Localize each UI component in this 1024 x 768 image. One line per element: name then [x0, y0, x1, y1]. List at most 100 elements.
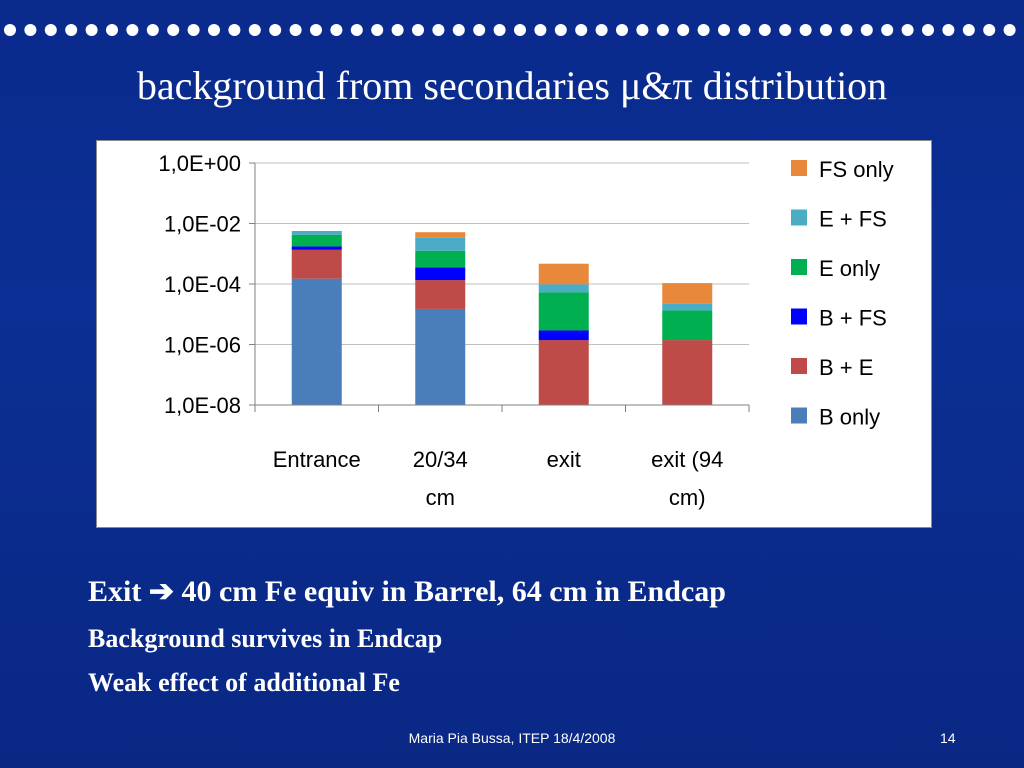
border-dot — [146, 24, 159, 36]
border-dot — [860, 24, 873, 36]
bar-segment-b-e — [662, 340, 713, 405]
border-dot — [738, 24, 751, 36]
legend-swatch — [791, 209, 807, 226]
border-dot — [65, 24, 78, 36]
y-tick-label: 1,0E+00 — [158, 151, 241, 176]
legend-label: E + FS — [819, 207, 887, 232]
bullet-weak-effect: Weak effect of additional Fe — [88, 668, 400, 697]
border-dot — [514, 24, 526, 36]
legend-label: B + FS — [819, 306, 887, 331]
legend-swatch — [791, 160, 807, 176]
legend-swatch — [791, 308, 807, 325]
border-dot — [697, 24, 710, 36]
x-category-label: exit (94 — [651, 447, 723, 472]
bullet-background-survives: Background survives in Endcap — [88, 624, 443, 653]
border-dot — [24, 24, 37, 36]
legend-swatch — [791, 407, 807, 424]
legend-label: B + E — [819, 355, 873, 380]
border-dot — [554, 24, 567, 36]
legend-label: FS only — [819, 157, 894, 182]
border-dot — [942, 24, 955, 36]
border-dot — [656, 24, 669, 36]
border-dot — [1003, 24, 1016, 36]
arrow-right-icon: ➔ — [148, 575, 174, 608]
bar-segment-b-e — [291, 249, 342, 279]
bar-segment-b-e — [538, 340, 589, 405]
border-dot — [350, 24, 363, 36]
border-dot — [269, 24, 282, 36]
bar-segment-b-only — [415, 308, 466, 405]
dot-border — [4, 24, 1016, 36]
border-dot — [677, 24, 690, 36]
legend-swatch — [791, 358, 807, 374]
bar-segment-e-only — [291, 234, 342, 247]
bar-segment-b-fs — [415, 267, 466, 281]
border-dot — [432, 24, 445, 36]
bar-segment-e-fs — [415, 237, 466, 251]
bar-segment-e-fs — [538, 284, 589, 293]
footer-author: Maria Pia Bussa, ITEP 18/4/2008 — [408, 730, 616, 746]
bar-segment-e-fs — [662, 303, 713, 311]
bar-segment-b-fs — [291, 246, 342, 250]
bar-segment-e-only — [538, 292, 589, 331]
border-dot — [820, 24, 832, 36]
border-dot — [85, 24, 98, 36]
border-dot — [901, 24, 914, 36]
legend-label: B only — [819, 405, 880, 430]
legend-label: E only — [819, 256, 880, 281]
border-dot — [779, 24, 792, 36]
border-dot — [840, 24, 853, 36]
x-category-label: cm — [426, 485, 455, 510]
x-category-label: 20/34 — [413, 447, 468, 472]
y-tick-label: 1,0E-02 — [164, 212, 241, 237]
legend-swatch — [791, 259, 807, 275]
y-tick-label: 1,0E-08 — [164, 393, 241, 418]
border-dot — [371, 24, 384, 36]
border-dot — [330, 24, 343, 36]
border-dot — [126, 24, 139, 36]
chart-area: 1,0E-08 1,0E-06 1,0E-04 1,0E-02 1,0E+00 Entra… — [96, 140, 932, 528]
bar-segment-b-only — [291, 278, 342, 405]
bar-segment-fs-only — [662, 283, 713, 304]
bar-segment-e-only — [415, 250, 466, 268]
border-dot — [412, 24, 424, 36]
slide-number: 14 — [940, 730, 956, 746]
bar-segment-b-fs — [538, 330, 589, 341]
border-dot — [167, 24, 180, 36]
border-dot — [983, 24, 996, 36]
border-dot — [636, 24, 649, 36]
border-dot — [758, 24, 771, 36]
border-dot — [962, 24, 975, 36]
slide-title: background from secondaries μ&π distribu… — [136, 63, 888, 108]
border-dot — [922, 24, 934, 36]
border-dot — [391, 24, 404, 36]
border-dot — [493, 24, 506, 36]
stacked-bar-chart: 1,0E-08 1,0E-06 1,0E-04 1,0E-02 1,0E+00 Entra… — [158, 151, 894, 510]
border-dot — [44, 24, 57, 36]
border-dot — [473, 24, 486, 36]
bar-segment-e-fs — [291, 231, 342, 235]
border-dot — [595, 24, 608, 36]
border-dot — [799, 24, 812, 36]
border-dot — [575, 24, 588, 36]
border-dot — [718, 24, 730, 36]
y-tick-label: 1,0E-04 — [164, 272, 241, 297]
border-dot — [534, 24, 547, 36]
border-dot — [248, 24, 261, 36]
bullet-exit-prefix: Exit — [88, 575, 142, 608]
border-dot — [208, 24, 220, 36]
border-dot — [187, 24, 200, 36]
border-dot — [106, 24, 118, 36]
border-dot — [310, 24, 322, 36]
bullet-exit: Exit ➔ 40 cm Fe equiv in Barrel, 64 cm i… — [88, 574, 726, 609]
border-dot — [452, 24, 465, 36]
border-dot — [4, 24, 16, 36]
bar-segment-b-e — [415, 280, 466, 309]
border-dot — [616, 24, 628, 36]
border-dot — [881, 24, 894, 36]
x-category-label: cm) — [669, 485, 706, 510]
y-tick-label: 1,0E-06 — [164, 333, 241, 358]
bar-segment-e-only — [662, 310, 713, 341]
bar-segment-fs-only — [415, 232, 466, 238]
border-dot — [289, 24, 302, 36]
